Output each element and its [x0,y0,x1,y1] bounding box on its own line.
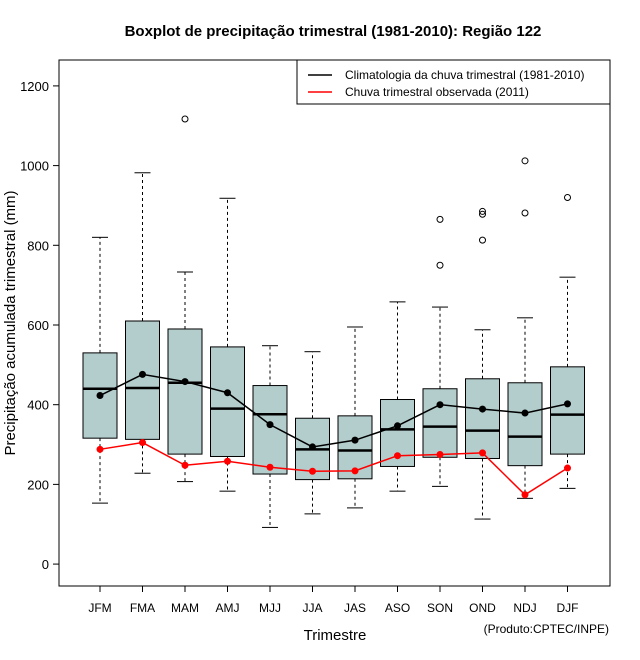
x-tick-label: JFM [88,601,111,615]
legend: Climatologia da chuva trimestral (1981-2… [296,59,611,105]
boxes-group [82,115,585,528]
box-ond [465,207,500,520]
iqr-box [550,366,585,455]
iqr-box [167,328,203,455]
iqr-box [465,378,500,459]
outlier-point [521,157,529,165]
outlier-point [181,115,189,123]
series-point [96,445,104,453]
series-point [521,491,529,499]
box-mam [167,115,203,483]
series-point [96,392,104,400]
legend-box [296,59,611,105]
box-mjj [252,345,288,528]
x-axis: JFM FMA MAM AMJ MJJ JJA JAS ASO SON OND NDJ DJF [88,586,579,615]
series-point [436,451,444,458]
series-point [351,467,359,475]
series-point [224,389,231,397]
observed-series [96,439,571,499]
y-tick-label: 800 [27,238,49,253]
x-tick-label: NDJ [513,601,536,615]
legend-observed-label: Chuva trimestral observada (2011) [345,85,529,99]
series-point [181,461,189,469]
series-point [394,422,401,430]
box-fma [125,172,160,474]
series-point [564,464,571,472]
x-tick-label: JAS [344,601,366,615]
outlier-point [564,193,571,201]
series-point [139,439,146,447]
outlier-point [479,236,486,244]
series-point [436,401,444,409]
y-tick-label: 600 [27,318,49,333]
iqr-box [422,388,458,458]
y-axis-label: Precipitação acumulada trimestral (mm) [2,190,19,455]
iqr-box [507,382,543,467]
series-point [564,400,571,408]
outlier-point [479,210,486,218]
iqr-box [252,385,288,475]
series-point [309,467,316,475]
series-line [99,441,568,496]
outlier-point [479,207,486,215]
x-tick-label: MAM [171,601,199,615]
y-tick-label: 400 [27,398,49,413]
x-tick-label: OND [469,601,496,615]
series-point [521,409,529,417]
y-tick-label: 200 [27,477,49,492]
climatology-series [96,370,571,451]
box-djf [550,193,585,489]
series-point [479,405,486,413]
series-line [99,373,568,448]
series-point [181,378,189,386]
series-point [394,452,401,460]
box-ndj [507,157,543,499]
series-point [351,436,359,444]
box-jfm [82,236,118,504]
series-point [266,463,274,471]
box-aso [380,301,415,492]
series-point [224,457,231,465]
series-point [479,449,486,457]
outlier-point [436,261,444,269]
y-tick-label: 1000 [20,159,49,174]
x-tick-label: AMJ [216,601,240,615]
x-tick-label: SON [427,601,453,615]
series-point [139,370,146,378]
series-point [266,421,274,429]
y-tick-label: 0 [42,557,49,572]
x-tick-label: DJF [557,601,579,615]
outlier-point [436,215,444,223]
series-lines-group [96,370,571,499]
x-tick-label: FMA [130,601,155,615]
box-son [422,215,458,487]
series-point [309,443,316,451]
box-amj [210,197,245,492]
x-tick-label: ASO [385,601,410,615]
y-tick-label: 1200 [20,79,49,94]
x-tick-label: MJJ [259,601,281,615]
box-jas [337,326,373,509]
x-axis-label: Trimestre [304,627,367,644]
outlier-point [521,209,529,217]
chart-title: Boxplot de precipitação trimestral (1981… [125,23,542,40]
x-tick-label: JJA [302,601,322,615]
product-credit: (Produto:CPTEC/INPE) [484,622,609,636]
legend-climatology-label: Climatologia da chuva trimestral (1981-2… [345,68,584,82]
box-jja [295,351,330,515]
y-axis: 0 200 400 600 800 1000 1200 [20,79,59,572]
